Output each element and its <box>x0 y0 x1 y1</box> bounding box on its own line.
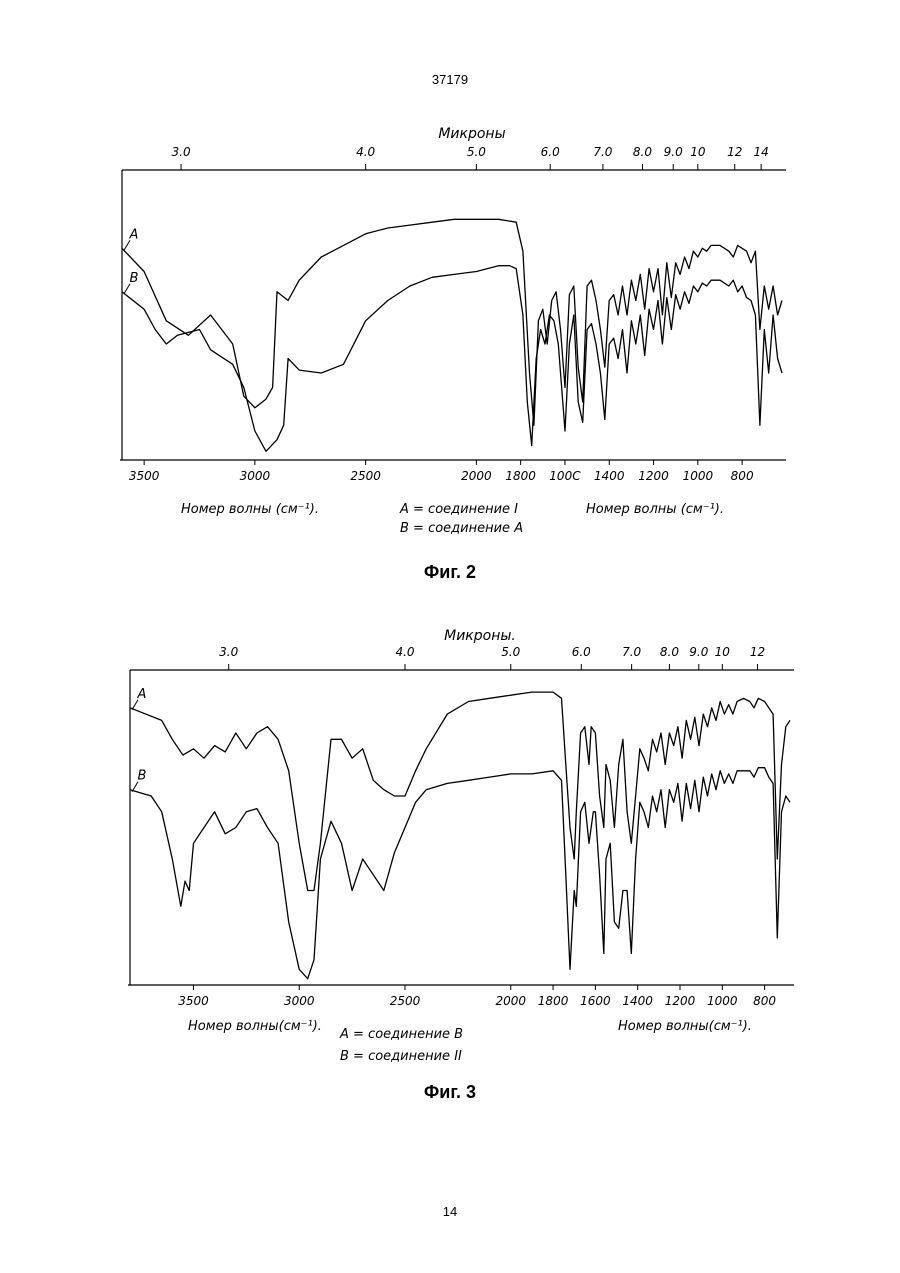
bottom-tick-label: 1400 <box>594 469 625 483</box>
bottom-tick-label: 3000 <box>240 469 271 483</box>
series-label-b: B <box>130 271 139 286</box>
bottom-tick-label: 100C <box>549 469 581 483</box>
series-line-a <box>130 692 790 890</box>
bottom-tick-label: 3000 <box>284 994 315 1008</box>
legend-entry-a: A = соединение B <box>339 1027 463 1042</box>
bottom-tick-label: 3500 <box>178 994 209 1008</box>
top-tick-label: 8.0 <box>633 145 652 159</box>
x-axis-label-right: Номер волны(см⁻¹). <box>618 1019 752 1034</box>
bottom-tick-label: 800 <box>753 994 776 1008</box>
x-axis-label-left: Номер волны (см⁻¹). <box>181 502 319 517</box>
ir-spectrum-fig3: Микроны. 3.0 4.0 5.0 6.0 7.0 8.0 9.0 10 12 3500 300… <box>0 610 900 1075</box>
top-tick-label: 4.0 <box>356 145 375 159</box>
figure-caption-fig3: Фиг. 3 <box>0 1082 900 1103</box>
series-line-a <box>122 219 782 425</box>
bottom-tick-label: 1800 <box>505 469 536 483</box>
figure-caption-fig2: Фиг. 2 <box>0 562 900 583</box>
top-axis-label: Микроны <box>438 126 505 142</box>
legend-entry-b: B = соединение A <box>400 521 523 536</box>
top-tick-label: 9.0 <box>664 145 683 159</box>
series-label-a: A <box>129 227 139 242</box>
top-tick-label: 5.0 <box>467 145 486 159</box>
x-axis-label-right: Номер волны (см⁻¹). <box>586 502 724 517</box>
top-tick-label: 8.0 <box>660 645 679 659</box>
top-tick-label: 6.0 <box>572 645 591 659</box>
legend-entry-a: A = соединение I <box>399 502 518 517</box>
top-tick-label: 4.0 <box>395 645 414 659</box>
bottom-tick-label: 1600 <box>580 994 611 1008</box>
bottom-tick-label: 800 <box>731 469 754 483</box>
x-axis-label-left: Номер волны(см⁻¹). <box>188 1019 322 1034</box>
series-label-b: B <box>138 769 147 784</box>
series-label-a: A <box>137 687 147 702</box>
bottom-tick-label: 1000 <box>707 994 738 1008</box>
series-line-b <box>122 266 782 452</box>
top-tick-label: 10 <box>715 645 731 659</box>
top-tick-label: 5.0 <box>501 645 520 659</box>
bottom-tick-label: 1800 <box>538 994 569 1008</box>
top-tick-label: 12 <box>727 145 742 159</box>
top-tick-label: 7.0 <box>593 145 612 159</box>
bottom-tick-label: 2000 <box>495 994 526 1008</box>
page-number-top: 37179 <box>0 72 900 87</box>
top-axis-label: Микроны. <box>444 628 516 644</box>
top-tick-label: 9.0 <box>689 645 708 659</box>
page-number-bottom: 14 <box>0 1204 900 1219</box>
top-tick-label: 10 <box>690 145 706 159</box>
bottom-tick-label: 2500 <box>390 994 421 1008</box>
bottom-tick-label: 2000 <box>461 469 492 483</box>
bottom-tick-label: 1200 <box>665 994 696 1008</box>
bottom-tick-label: 1000 <box>683 469 714 483</box>
top-tick-label: 3.0 <box>172 145 191 159</box>
series-line-b <box>130 768 790 979</box>
top-tick-label: 3.0 <box>219 645 238 659</box>
top-tick-label: 6.0 <box>541 145 560 159</box>
top-tick-label: 7.0 <box>622 645 641 659</box>
top-tick-label: 12 <box>750 645 765 659</box>
bottom-tick-label: 1200 <box>638 469 669 483</box>
bottom-tick-label: 3500 <box>129 469 160 483</box>
legend-entry-b: B = соединение II <box>340 1049 462 1064</box>
top-tick-label: 14 <box>753 145 768 159</box>
bottom-tick-label: 2500 <box>350 469 381 483</box>
bottom-tick-label: 1400 <box>622 994 653 1008</box>
ir-spectrum-fig2: Микроны 3.0 4.0 5.0 6.0 7.0 8.0 9.0 10 12 14 3500 30… <box>0 110 900 550</box>
